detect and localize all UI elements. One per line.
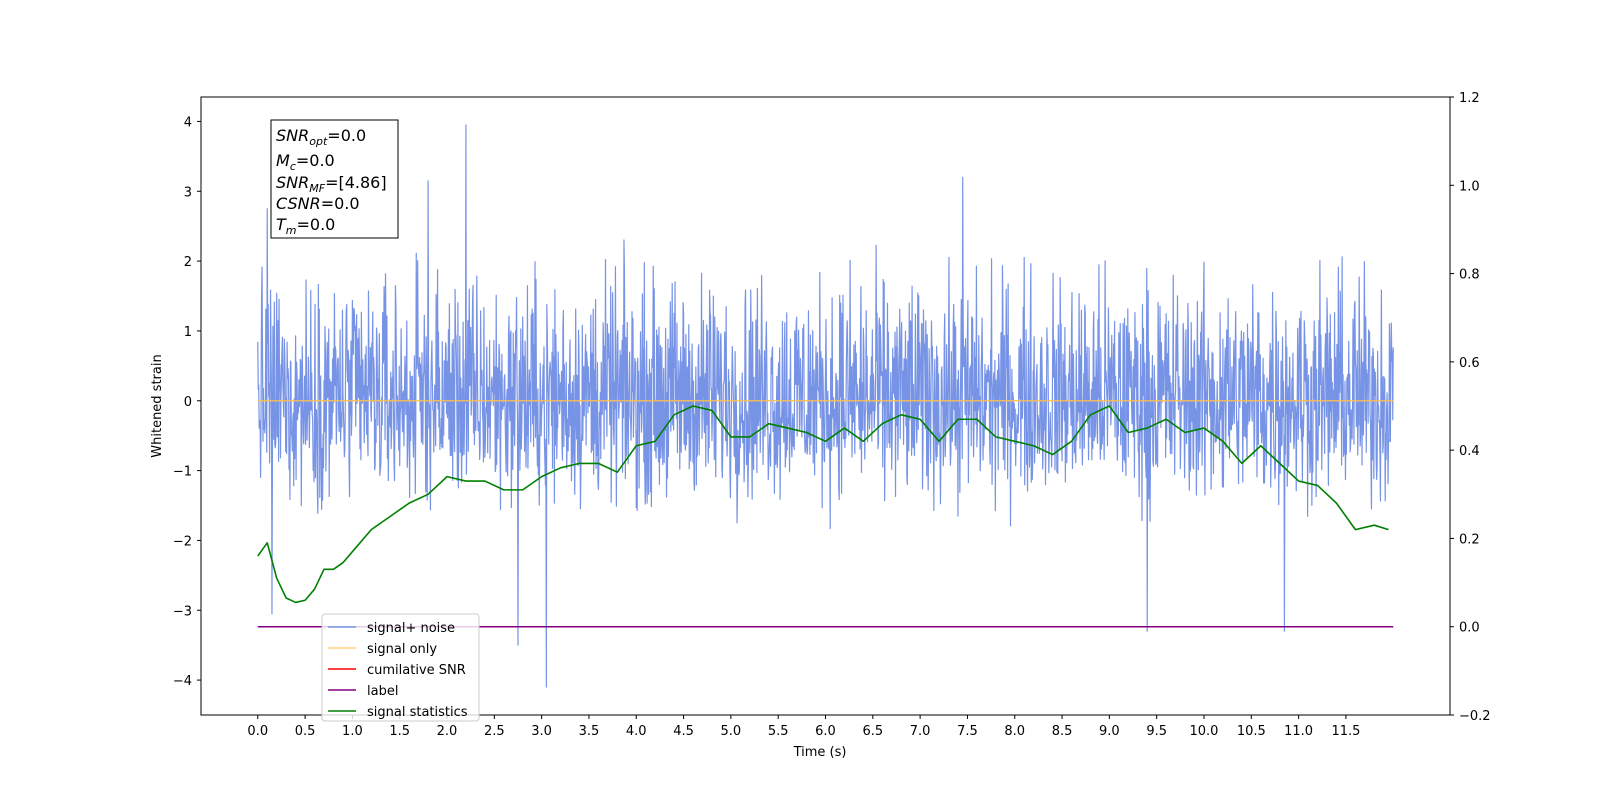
legend-label: signal+ noise [367,621,455,636]
annotation-line: Tm=0.0 [276,215,335,237]
x-tick-label: 9.5 [1146,724,1167,739]
y-axis-left: 4 3 2 1 0 −1 −2 −3 −4 [173,115,201,689]
y-tick-label: −1 [173,465,192,480]
x-tick-label: 0.0 [247,724,268,739]
x-tick-label: 1.5 [389,724,410,739]
y-tick-label: 3 [184,185,192,200]
legend: signal+ noise signal only cumilative SNR la… [321,613,480,722]
x-tick-label: 8.0 [1004,724,1025,739]
y2-tick-label: 0.8 [1459,268,1480,283]
x-tick-label: 9.0 [1099,724,1120,739]
y-tick-label: 1 [184,325,192,340]
x-tick-label: 6.0 [815,724,836,739]
x-tick-label: 6.5 [862,724,883,739]
x-tick-label: 8.5 [1052,724,1073,739]
x-axis-label: Time (s) [793,745,847,760]
annotation-box-frame [270,119,399,239]
legend-label: label [367,684,398,699]
annotation-line: SNRopt=0.0 [276,126,366,148]
x-tick-label: 4.5 [673,724,694,739]
x-tick-label: 2.5 [484,724,505,739]
x-tick-label: 5.0 [721,724,742,739]
x-axis: 0.0 0.5 1.0 1.5 2.0 2.5 3.0 3.5 4.0 4.5 5.0 5.5 6.0 6… [247,715,1360,739]
x-tick-label: 5.5 [768,724,789,739]
y-axis-right: 1.2 1.0 0.8 0.6 0.4 0.2 0.0 −0.2 [1450,91,1491,724]
x-tick-label: 4.0 [626,724,647,739]
y2-tick-label: −0.2 [1459,709,1491,724]
x-tick-label: 3.0 [531,724,552,739]
legend-label: cumilative SNR [367,663,466,678]
annotation-line: Mc=0.0 [276,151,335,173]
x-tick-label: 2.0 [437,724,458,739]
y2-tick-label: 1.2 [1459,91,1480,106]
signal-statistics-line [257,405,1389,604]
annotation-line: CSNR=0.0 [276,194,360,213]
legend-label: signal statistics [367,705,468,720]
x-tick-label: 3.5 [579,724,600,739]
y2-tick-label: 0.4 [1459,444,1480,459]
y2-tick-label: 1.0 [1459,179,1480,194]
y-tick-label: −4 [173,674,192,689]
y-tick-label: −3 [173,604,192,619]
y2-tick-label: 0.6 [1459,356,1480,371]
annotation-line: SNRMF=[4.86] [276,173,387,195]
x-tick-label: 10.0 [1190,724,1219,739]
y-tick-label: 2 [184,255,192,270]
signal-noise-line [257,124,1394,688]
y-tick-label: 4 [184,115,192,130]
y2-tick-label: 0.2 [1459,532,1480,547]
x-tick-label: 1.0 [342,724,363,739]
x-tick-label: 7.0 [910,724,931,739]
y-tick-label: 0 [184,395,192,410]
x-tick-label: 7.5 [957,724,978,739]
x-tick-label: 11.0 [1284,724,1313,739]
y-tick-label: −2 [173,534,192,549]
y2-tick-label: 0.0 [1459,621,1480,636]
signal-noise-series [257,124,1394,688]
x-tick-label: 10.5 [1237,724,1266,739]
x-tick-label: 0.5 [295,724,316,739]
legend-label: signal only [367,642,437,657]
x-tick-label: 11.5 [1331,724,1360,739]
legend-frame [321,613,480,722]
y-axis-label: Whitened strain [150,354,165,457]
